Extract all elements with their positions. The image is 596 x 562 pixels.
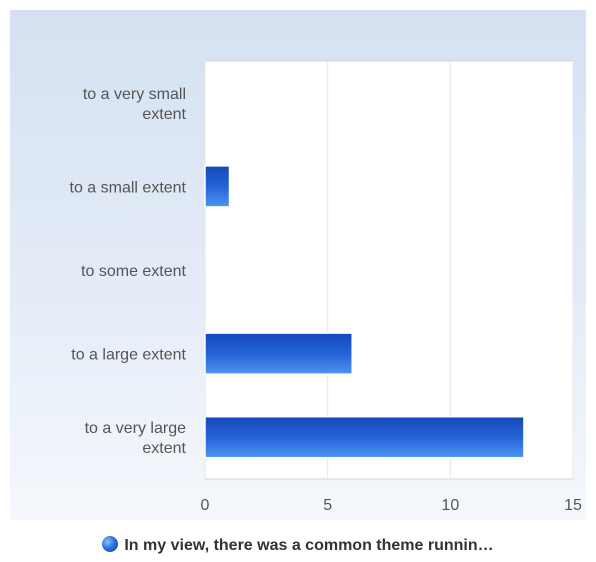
- category-label: to a small extent: [70, 179, 187, 196]
- plot-area: [204, 60, 574, 480]
- grid-lines: [204, 61, 574, 479]
- category-label: to a large extent: [71, 347, 186, 364]
- category-label: to a very large extent: [85, 420, 187, 457]
- legend-swatch-icon: [102, 536, 119, 552]
- bar[interactable]: [204, 332, 353, 375]
- category-label: to a very small extent: [83, 86, 187, 123]
- x-axis-tick-labels: 0 5 10 15: [201, 497, 582, 514]
- bars: [204, 165, 525, 459]
- category-labels: to a very small extent to a small extent to…: [70, 86, 187, 457]
- x-tick-label: 15: [564, 497, 582, 514]
- x-tick-label: 0: [201, 497, 210, 514]
- legend[interactable]: In my view, there was a common theme run…: [0, 536, 596, 555]
- bar[interactable]: [204, 165, 231, 208]
- legend-label: In my view, there was a common theme run…: [124, 537, 494, 554]
- category-label: to some extent: [81, 263, 187, 280]
- x-tick-label: 5: [323, 497, 332, 514]
- x-tick-label: 10: [441, 497, 459, 514]
- bar[interactable]: [204, 415, 525, 459]
